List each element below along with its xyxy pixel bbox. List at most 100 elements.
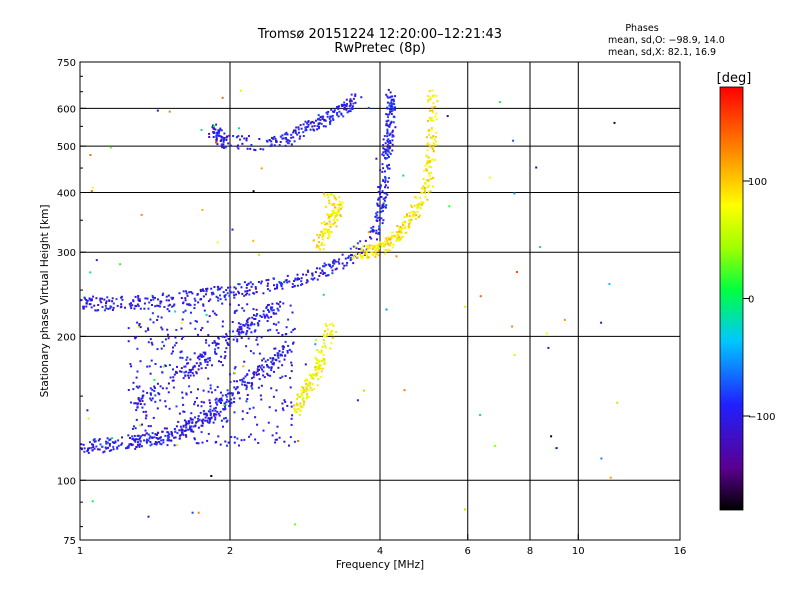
scatter-point <box>89 299 92 302</box>
scatter-point <box>246 321 249 324</box>
scatter-point <box>182 302 184 305</box>
scatter-point <box>302 123 305 126</box>
scatter-point <box>386 139 389 142</box>
scatter-point <box>268 289 271 292</box>
scatter-point <box>101 445 104 448</box>
scatter-point <box>280 285 283 288</box>
scatter-point <box>287 344 290 347</box>
scatter-point <box>312 377 315 380</box>
scatter-point <box>326 274 329 277</box>
scatter-point <box>156 382 159 385</box>
scatter-point <box>256 343 259 346</box>
scatter-point <box>170 432 173 435</box>
scatter-point <box>190 391 193 394</box>
scatter-point <box>184 297 187 300</box>
scatter-point <box>272 277 275 280</box>
scatter-point <box>277 321 280 324</box>
scatter-point <box>293 280 296 282</box>
scatter-point <box>415 217 417 220</box>
scatter-point <box>219 298 222 301</box>
scatter-point <box>327 217 330 220</box>
scatter-point <box>86 449 89 452</box>
scatter-point <box>201 422 204 425</box>
scatter-point <box>262 429 265 432</box>
scatter-point <box>616 401 619 404</box>
scatter-point <box>139 443 142 446</box>
scatter-point <box>215 131 218 134</box>
scatter-point <box>215 413 218 416</box>
scatter-point <box>192 374 195 377</box>
scatter-point <box>194 299 197 302</box>
scatter-point <box>374 244 377 247</box>
scatter-point <box>309 386 312 389</box>
scatter-point <box>311 272 314 275</box>
scatter-point <box>317 368 320 371</box>
scatter-point <box>331 322 333 325</box>
scatter-point <box>378 228 380 231</box>
scatter-point <box>158 393 161 396</box>
scatter-point <box>214 128 217 131</box>
scatter-point <box>310 121 313 124</box>
scatter-point <box>193 403 196 406</box>
scatter-point <box>435 118 438 121</box>
scatter-point <box>428 117 431 120</box>
scatter-point <box>198 358 201 361</box>
scatter-point <box>234 366 237 369</box>
scatter-point <box>286 281 289 284</box>
scatter-point <box>225 401 228 404</box>
scatter-point <box>382 210 384 212</box>
scatter-point <box>349 98 352 101</box>
scatter-point <box>113 442 116 444</box>
scatter-point <box>110 449 113 452</box>
scatter-point <box>547 346 550 349</box>
y-tick-label: 500 <box>57 142 76 153</box>
scatter-point <box>152 321 155 324</box>
scatter-point <box>317 241 320 244</box>
scatter-point <box>240 326 243 328</box>
scatter-point <box>374 250 377 253</box>
scatter-point <box>162 441 165 444</box>
scatter-point <box>266 315 269 318</box>
scatter-point <box>186 303 189 306</box>
scatter-point <box>539 246 542 249</box>
scatter-point <box>256 423 259 426</box>
scatter-point <box>173 303 176 306</box>
scatter-point <box>189 370 192 373</box>
scatter-point <box>306 386 309 389</box>
scatter-point <box>154 394 157 397</box>
scatter-point <box>205 293 207 296</box>
scatter-point <box>432 111 434 113</box>
scatter-point <box>134 402 137 405</box>
scatter-point <box>160 347 163 350</box>
scatter-point <box>201 420 204 422</box>
scatter-point <box>246 373 249 376</box>
scatter-point <box>350 99 353 102</box>
scatter-point <box>513 354 516 356</box>
scatter-point <box>233 397 236 400</box>
scatter-point <box>203 401 205 404</box>
scatter-point <box>254 287 257 290</box>
scatter-point <box>285 333 288 335</box>
scatter-point <box>384 181 387 184</box>
scatter-point <box>383 199 386 202</box>
scatter-point <box>323 229 326 232</box>
scatter-point <box>241 330 244 333</box>
scatter-point <box>262 310 265 313</box>
scatter-point <box>387 248 390 251</box>
scatter-point <box>121 298 124 301</box>
scatter-point <box>326 328 329 331</box>
scatter-point <box>261 364 264 367</box>
scatter-point <box>428 144 431 147</box>
scatter-point <box>288 348 291 351</box>
scatter-point <box>301 392 303 395</box>
scatter-point <box>322 233 324 236</box>
scatter-point <box>271 434 274 437</box>
scatter-point <box>220 419 223 422</box>
scatter-point <box>315 374 318 377</box>
scatter-point <box>427 142 430 145</box>
scatter-point <box>242 323 245 326</box>
scatter-point <box>274 287 276 290</box>
scatter-point <box>316 371 319 374</box>
scatter-point <box>220 143 223 146</box>
scatter-point <box>153 436 156 439</box>
